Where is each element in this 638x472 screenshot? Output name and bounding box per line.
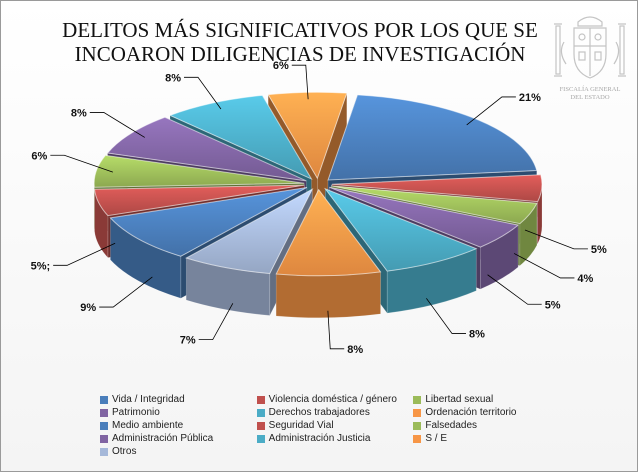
legend-item: Seguridad Vial (256, 419, 414, 432)
pie-slice (331, 185, 538, 225)
leader-line (198, 303, 234, 341)
legend-swatch (256, 395, 265, 404)
legend-item: Administración Justicia (256, 432, 414, 445)
legend-swatch (413, 434, 422, 443)
pie-slice (93, 154, 305, 188)
leader-line (99, 276, 153, 308)
data-label: 9% (80, 302, 96, 314)
legend-swatch (256, 421, 265, 430)
pie-slice (106, 116, 307, 182)
legend-item: Administración Pública (100, 432, 257, 445)
leader-line (426, 298, 466, 334)
legend-swatch (100, 421, 108, 430)
pie-slice (329, 186, 520, 248)
legend-row: Otros (100, 445, 570, 458)
data-label: 6% (273, 60, 289, 72)
legend-swatch (100, 434, 108, 443)
data-label: 21% (519, 92, 541, 104)
legend-row: Vida / Integridad Violencia doméstica / g… (100, 393, 570, 406)
seal-caption: FISCALÍA GENERAL DEL ESTADO (548, 86, 632, 102)
leader-line (53, 242, 116, 266)
legend-label: Libertad sexual (425, 394, 494, 405)
legend-swatch (413, 395, 422, 404)
pie-slice (275, 188, 382, 277)
legend-item: Falsedades (413, 419, 570, 432)
legend-item: Ordenación territorio (413, 406, 570, 419)
chart-title: DELITOS MÁS SIGNIFICATIVOS POR LOS QUE S… (62, 18, 538, 66)
pie-slice (327, 94, 538, 181)
data-label: 7% (180, 335, 196, 347)
legend-label: Violencia doméstica / género (268, 394, 397, 405)
legend-label: Administración Pública (112, 433, 214, 444)
pie-slice-side (275, 271, 381, 319)
leader-line (487, 274, 542, 305)
data-label: 5%; (31, 260, 51, 272)
seal-caption-line2: DEL ESTADO (570, 94, 610, 101)
legend-label: Vida / Integridad (112, 394, 185, 405)
data-label: 6% (31, 150, 47, 162)
legend-row: Medio ambiente Seguridad Vial Falsedades (100, 419, 570, 432)
legend-label: Derechos trabajadores (268, 407, 370, 418)
seal-caption-line1: FISCALÍA GENERAL (559, 86, 621, 93)
coat-of-arms-icon (550, 12, 630, 110)
pie-slice (93, 184, 305, 217)
legend-swatch (100, 408, 108, 417)
legend-label: Ordenación territorio (425, 407, 517, 418)
pie-slice (168, 94, 313, 181)
leader-line (327, 310, 345, 350)
legend-label: Medio ambiente (112, 420, 184, 431)
leader-line (466, 96, 516, 126)
leader-line (50, 154, 113, 173)
legend-item: Patrimonio (100, 406, 257, 419)
leader-line (513, 253, 575, 279)
pie-slice (109, 186, 308, 257)
legend-item: Derechos trabajadores (256, 406, 414, 419)
legend-label: Seguridad Vial (268, 420, 334, 431)
legend-swatch (100, 447, 108, 456)
legend-swatch (413, 421, 422, 430)
pie-slice (331, 174, 543, 203)
legend-item: Otros (100, 445, 260, 458)
legend-label: Administración Justicia (268, 433, 371, 444)
legend-swatch (256, 408, 265, 417)
legend-item: Violencia doméstica / género (256, 393, 414, 406)
legend-swatch (100, 395, 108, 404)
leader-line (291, 64, 309, 100)
data-label: 8% (165, 72, 181, 84)
leader-line (89, 112, 145, 138)
legend-label: Falsedades (425, 420, 478, 431)
data-label: 5% (591, 244, 607, 256)
legend-item: S / E (413, 432, 570, 445)
pie-slice (323, 187, 478, 272)
leader-line (183, 76, 222, 110)
legend-swatch (413, 408, 422, 417)
data-label: 4% (577, 273, 593, 285)
data-label: 8% (71, 107, 87, 119)
chart-legend: Vida / Integridad Violencia doméstica / g… (100, 393, 570, 458)
leader-line (524, 229, 588, 250)
legend-label: S / E (425, 433, 448, 444)
legend-label: Patrimonio (112, 407, 160, 418)
data-label: 5% (545, 299, 561, 311)
legend-label: Otros (112, 446, 137, 457)
legend-swatch (256, 434, 265, 443)
legend-item: Medio ambiente (100, 419, 257, 432)
data-label: 8% (469, 328, 485, 340)
data-label: 8% (347, 344, 363, 356)
legend-item: Vida / Integridad (100, 393, 257, 406)
pie-slice (184, 188, 314, 274)
legend-row: Patrimonio Derechos trabajadores Ordenació… (100, 406, 570, 419)
legend-item: Libertad sexual (413, 393, 570, 406)
legend-row: Administración Pública Administración Jus… (100, 432, 570, 445)
